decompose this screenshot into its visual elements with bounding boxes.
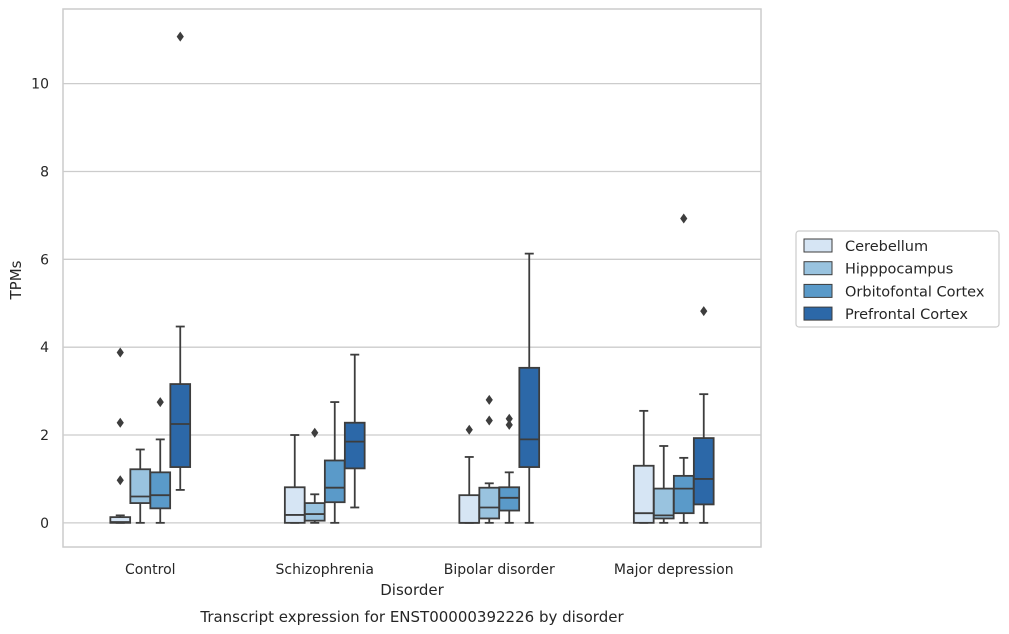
box xyxy=(652,487,675,520)
outlier-point xyxy=(505,413,513,424)
outlier-point xyxy=(700,306,708,317)
gridlines xyxy=(63,83,761,524)
box-group xyxy=(109,347,132,524)
x-tick-label: Control xyxy=(125,562,176,578)
box-group xyxy=(323,401,346,524)
x-tick-label: Bipolar disorder xyxy=(444,562,555,578)
box-group xyxy=(343,353,366,509)
outlier-point xyxy=(485,415,493,426)
box xyxy=(169,383,192,468)
legend-swatch xyxy=(803,283,833,298)
outlier-point xyxy=(505,419,513,430)
box xyxy=(692,437,715,506)
box-group xyxy=(129,448,152,524)
box xyxy=(518,366,541,468)
y-tick-label: 2 xyxy=(40,428,49,444)
y-tick-label: 6 xyxy=(40,252,49,268)
box xyxy=(458,494,481,524)
x-tick-labels: Control Schizophrenia Bipolar disorder Majo… xyxy=(125,562,734,578)
outlier-point xyxy=(116,347,124,358)
legend-swatch xyxy=(803,261,833,276)
box xyxy=(149,471,172,510)
x-tick-label: Major depression xyxy=(614,562,734,578)
legend-label: Orbitofontal Cortex xyxy=(845,284,985,300)
legend-label: Cerebellum xyxy=(845,239,928,255)
outlier-point xyxy=(465,424,473,435)
x-axis-label: Disorder xyxy=(380,581,444,599)
box-group xyxy=(458,424,481,524)
legend-swatch xyxy=(803,306,833,321)
legend-frame xyxy=(795,230,1000,328)
box xyxy=(303,502,326,522)
plot-frame xyxy=(62,8,762,548)
box-group xyxy=(518,252,541,524)
box-group xyxy=(692,306,715,524)
outlier-point xyxy=(311,427,319,438)
box-group xyxy=(303,427,326,524)
y-tick-label: 0 xyxy=(40,516,49,532)
outlier-point xyxy=(156,397,164,408)
box-groups xyxy=(109,31,715,524)
chart-title: Transcript expression for ENST0000039222… xyxy=(199,608,624,626)
legend: Cerebellum Hipppocampus Orbitofontal Corte… xyxy=(795,230,1000,328)
y-tick-label: 10 xyxy=(31,77,49,93)
outlier-point xyxy=(176,31,184,42)
box xyxy=(672,474,695,515)
box xyxy=(498,486,521,512)
outlier-point xyxy=(116,417,124,428)
box-group xyxy=(478,394,501,524)
box xyxy=(323,459,346,504)
y-tick-label: 8 xyxy=(40,164,49,180)
box xyxy=(283,486,306,524)
box xyxy=(632,464,655,524)
outlier-point xyxy=(116,475,124,486)
box-group xyxy=(283,434,306,524)
box-group xyxy=(169,31,192,491)
box xyxy=(478,486,501,520)
y-tick-labels: 0 2 4 6 8 10 xyxy=(31,77,49,532)
y-axis-label: TPMs xyxy=(7,260,25,300)
box xyxy=(343,421,366,470)
outlier-point xyxy=(485,394,493,405)
box-group xyxy=(149,397,172,524)
box-group xyxy=(632,409,655,524)
y-tick-label: 4 xyxy=(40,340,49,356)
x-tick-label: Schizophrenia xyxy=(276,562,374,578)
box xyxy=(129,468,152,504)
legend-label: Prefrontal Cortex xyxy=(845,307,968,323)
outlier-point xyxy=(680,213,688,224)
box-group xyxy=(498,413,521,524)
legend-swatch xyxy=(803,238,833,253)
box-group xyxy=(652,445,675,524)
legend-label: Hipppocampus xyxy=(845,262,953,278)
